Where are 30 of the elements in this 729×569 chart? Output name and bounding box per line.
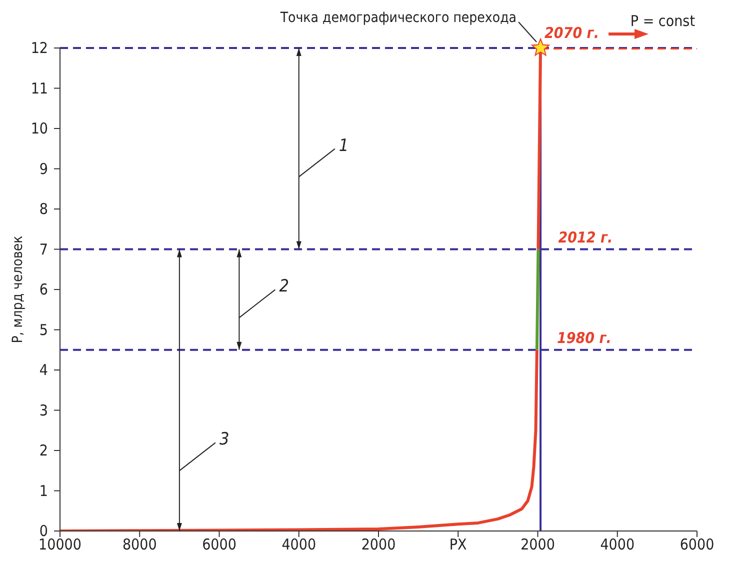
annotation: 1980 г.	[556, 328, 612, 347]
y-tick-label: 7	[39, 240, 48, 258]
y-tick-label: 1	[39, 482, 48, 500]
y-tick-label: 5	[39, 320, 48, 339]
annotation: 2012 г.	[558, 228, 613, 246]
y-tick-label: 11	[30, 79, 48, 98]
annotation: 2070 г.	[544, 24, 599, 42]
annotation: 3	[219, 430, 230, 450]
line-series	[60, 348, 538, 531]
x-tick-label: 2000	[361, 536, 396, 554]
annotation: 1	[338, 136, 349, 156]
y-tick-label: 8	[39, 200, 48, 218]
x-tick-label: 4000	[282, 536, 316, 554]
annotation: 2	[279, 276, 289, 297]
x-tick-label: 6000	[680, 536, 714, 554]
y-tick-label: 2	[39, 442, 48, 460]
y-tick-label: 9	[39, 160, 48, 178]
y-tick-label: 4	[39, 361, 48, 379]
annotation: Точка демографического перехода	[279, 10, 517, 26]
y-tick-label: 12	[30, 39, 48, 57]
y-tick-label: 6	[39, 280, 48, 298]
text: P = const	[630, 12, 695, 30]
y-axis-title: P, млрд человек	[10, 235, 26, 344]
y-tick-label: 3	[39, 401, 48, 420]
x-tick-label: РХ	[449, 536, 467, 554]
x-tick-label: 8000	[122, 536, 157, 554]
y-tick-label: 10	[30, 120, 48, 138]
x-tick-label: 2000	[520, 536, 555, 554]
x-tick-label: 4000	[600, 536, 635, 554]
x-tick-label: 6000	[202, 536, 236, 554]
